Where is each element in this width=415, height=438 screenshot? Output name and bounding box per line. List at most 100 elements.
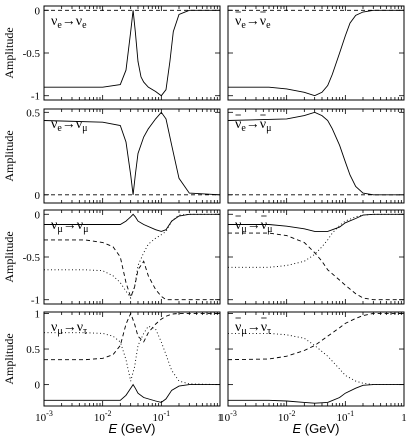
panel-label-to-flavor: τ <box>83 326 87 337</box>
panel-frame <box>43 108 221 204</box>
panel-label-to: ν <box>260 117 266 132</box>
panel-label: νe→νμ <box>235 117 272 134</box>
panel-2-1: νμ→νμ <box>227 209 405 305</box>
y-tick-label: -1 <box>31 295 40 307</box>
panel-label-from: ν <box>51 14 57 29</box>
x-tick-base: 10 <box>35 412 47 424</box>
series-dotted-line <box>44 325 221 386</box>
x-tick-label: 10-3 <box>35 409 53 424</box>
panel-label: νμ→ντ <box>235 320 271 337</box>
x-tick-label: 1 <box>401 412 407 424</box>
y-tick-label: 0 <box>35 209 41 221</box>
panel-label-to: ν <box>260 14 266 29</box>
panel-label-from-flavor: μ <box>241 224 246 235</box>
x-tick-exponent: -1 <box>347 409 354 418</box>
panel-label-to-flavor: e <box>82 20 87 31</box>
series-solid-line <box>43 111 221 196</box>
panel-label-arrow: → <box>63 218 77 233</box>
x-tick-base: 10 <box>219 412 231 424</box>
panel-label-from: ν <box>235 218 241 233</box>
y-tick-label: 0 <box>35 380 41 392</box>
x-tick-exponent: -2 <box>289 409 296 418</box>
panel-label-to-flavor: τ <box>267 326 271 337</box>
panel-label: νe→νe <box>235 14 271 31</box>
y-tick-label: -0.5 <box>23 48 41 60</box>
panel-label-arrow: → <box>62 14 76 29</box>
series-dotted-line <box>228 332 404 386</box>
x-tick-base: 10 <box>94 412 106 424</box>
y-axis-label: Amplitude <box>2 27 16 78</box>
panel-label-arrow: → <box>62 117 76 132</box>
panel-label-to-flavor: e <box>266 20 271 31</box>
panel-label: νμ→νμ <box>51 218 88 235</box>
x-tick-base: 10 <box>336 412 348 424</box>
y-tick-label: 0 <box>35 5 41 17</box>
x-tick-exponent: -2 <box>105 409 112 418</box>
series-solid-line <box>228 9 404 97</box>
x-tick-base: 1 <box>401 412 407 424</box>
y-tick-label: 0.5 <box>26 107 40 119</box>
series-solid-line <box>227 111 404 196</box>
panel-label-from: ν <box>51 320 57 335</box>
series-dashed-line <box>227 312 404 361</box>
x-axis-variable: E <box>109 421 118 436</box>
panel-label-to-flavor: μ <box>83 224 88 235</box>
panel-label-arrow: → <box>247 218 261 233</box>
panel-0-0: νe→νe <box>43 5 221 101</box>
x-tick-label: 10-1 <box>152 409 170 424</box>
y-tick-label: -1 <box>31 91 40 103</box>
x-axis-unit: (GeV) <box>301 421 339 436</box>
panel-label-from-flavor: e <box>57 20 62 31</box>
series-solid-line <box>228 384 404 404</box>
panel-1-0: νe→νμ <box>43 108 221 204</box>
panel-label-from-flavor: e <box>241 20 246 31</box>
y-axis-label: Amplitude <box>2 130 16 181</box>
panel-3-0: νμ→ντ <box>43 311 221 407</box>
panel-0-1: νe→νe <box>227 5 405 101</box>
panel-label-arrow: → <box>63 320 77 335</box>
panel-label-from-flavor: μ <box>57 224 62 235</box>
panel-label: νe→νe <box>51 14 87 31</box>
panel-label-arrow: → <box>246 117 260 132</box>
panel-label-to: ν <box>261 320 267 335</box>
x-tick-exponent: -1 <box>163 409 170 418</box>
panel-label-from: ν <box>51 117 57 132</box>
series-solid-line <box>44 383 220 403</box>
y-tick-label: 0.5 <box>26 344 40 356</box>
x-tick-label: 1 <box>217 412 223 424</box>
panel-label: νμ→ντ <box>51 320 87 337</box>
x-axis-label: E (GeV) <box>109 421 156 436</box>
x-tick-label: 10-1 <box>336 409 354 424</box>
panel-label-from-flavor: μ <box>241 326 246 337</box>
panel-label-to: ν <box>77 320 83 335</box>
x-tick-label: 10-3 <box>219 409 237 424</box>
panel-label-to: ν <box>77 218 83 233</box>
panel-label-from: ν <box>235 117 241 132</box>
panel-frame <box>43 311 221 407</box>
x-tick-label: 10-2 <box>278 409 296 424</box>
panel-label-from-flavor: e <box>241 123 246 134</box>
x-axis-variable: E <box>293 421 302 436</box>
series-dashed-line <box>228 232 404 301</box>
panel-label-from-flavor: e <box>57 123 62 134</box>
series-solid-line <box>44 9 220 97</box>
panel-1-1: νe→νμ <box>227 108 405 204</box>
y-axis-label: Amplitude <box>2 231 16 282</box>
panel-label: νμ→νμ <box>235 218 272 235</box>
x-axis-unit: (GeV) <box>117 421 155 436</box>
x-tick-base: 1 <box>217 412 223 424</box>
panel-label-from: ν <box>235 14 241 29</box>
x-tick-exponent: -3 <box>46 409 53 418</box>
panel-frame <box>227 108 405 204</box>
x-tick-exponent: -3 <box>230 409 237 418</box>
series-dashed-line <box>44 239 220 301</box>
panel-label-to-flavor: μ <box>266 123 271 134</box>
y-tick-label: -0.5 <box>23 252 41 264</box>
panel-label-to: ν <box>76 14 82 29</box>
panel-label-to: ν <box>261 218 267 233</box>
panel-frame <box>227 311 405 407</box>
panel-label-from: ν <box>51 218 57 233</box>
series-solid-line <box>44 213 220 232</box>
panel-label-to-flavor: μ <box>82 123 87 134</box>
